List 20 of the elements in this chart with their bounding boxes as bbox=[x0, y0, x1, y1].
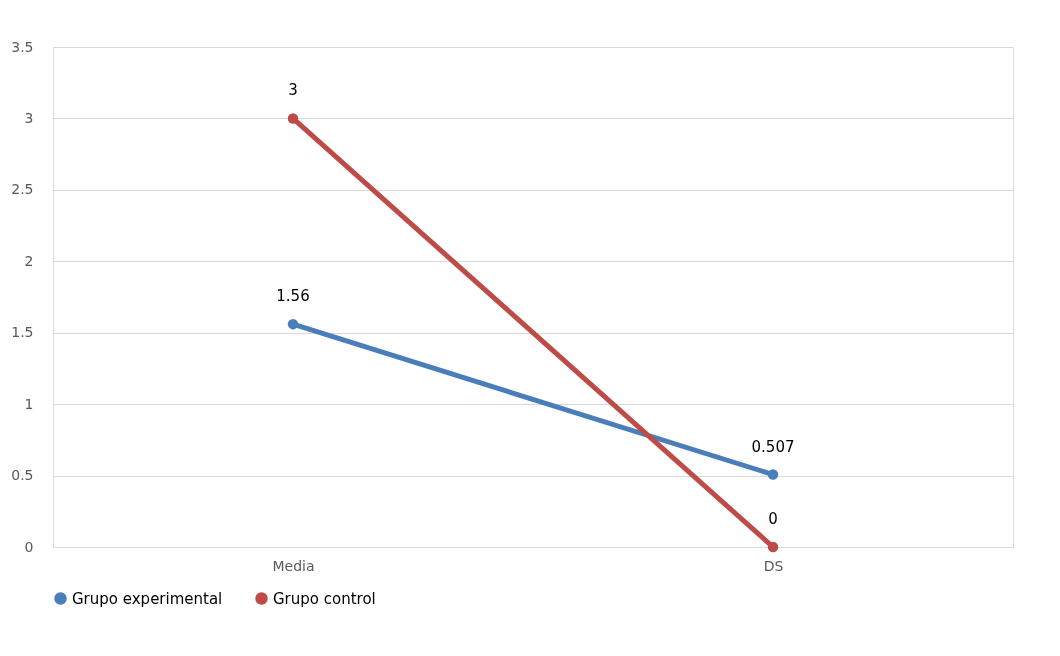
point bbox=[767, 541, 779, 553]
x-tick-label: Media bbox=[272, 557, 315, 574]
legend-label: Grupo experimental bbox=[72, 589, 223, 608]
legend-label: Grupo control bbox=[273, 589, 376, 608]
point bbox=[287, 318, 299, 330]
point bbox=[287, 113, 299, 124]
y-tick-label: 0.5 bbox=[11, 467, 34, 484]
x-tick-label: DS bbox=[763, 557, 784, 574]
y-tick-label: 1 bbox=[24, 395, 34, 412]
y-tick-label: 2 bbox=[24, 252, 34, 269]
y-tick-label: 3.5 bbox=[11, 38, 34, 55]
data-label: 1.56 bbox=[276, 287, 310, 306]
y-tick-label: 1.5 bbox=[11, 324, 34, 341]
y-tick-label: 2.5 bbox=[11, 181, 34, 198]
data-label: 3 bbox=[288, 81, 298, 100]
data-label: 0 bbox=[768, 510, 778, 528]
y-tick-label: 3 bbox=[24, 109, 34, 126]
y-tick-label: 0 bbox=[24, 538, 34, 555]
data-label: 0.507 bbox=[751, 437, 795, 456]
point bbox=[767, 469, 779, 480]
